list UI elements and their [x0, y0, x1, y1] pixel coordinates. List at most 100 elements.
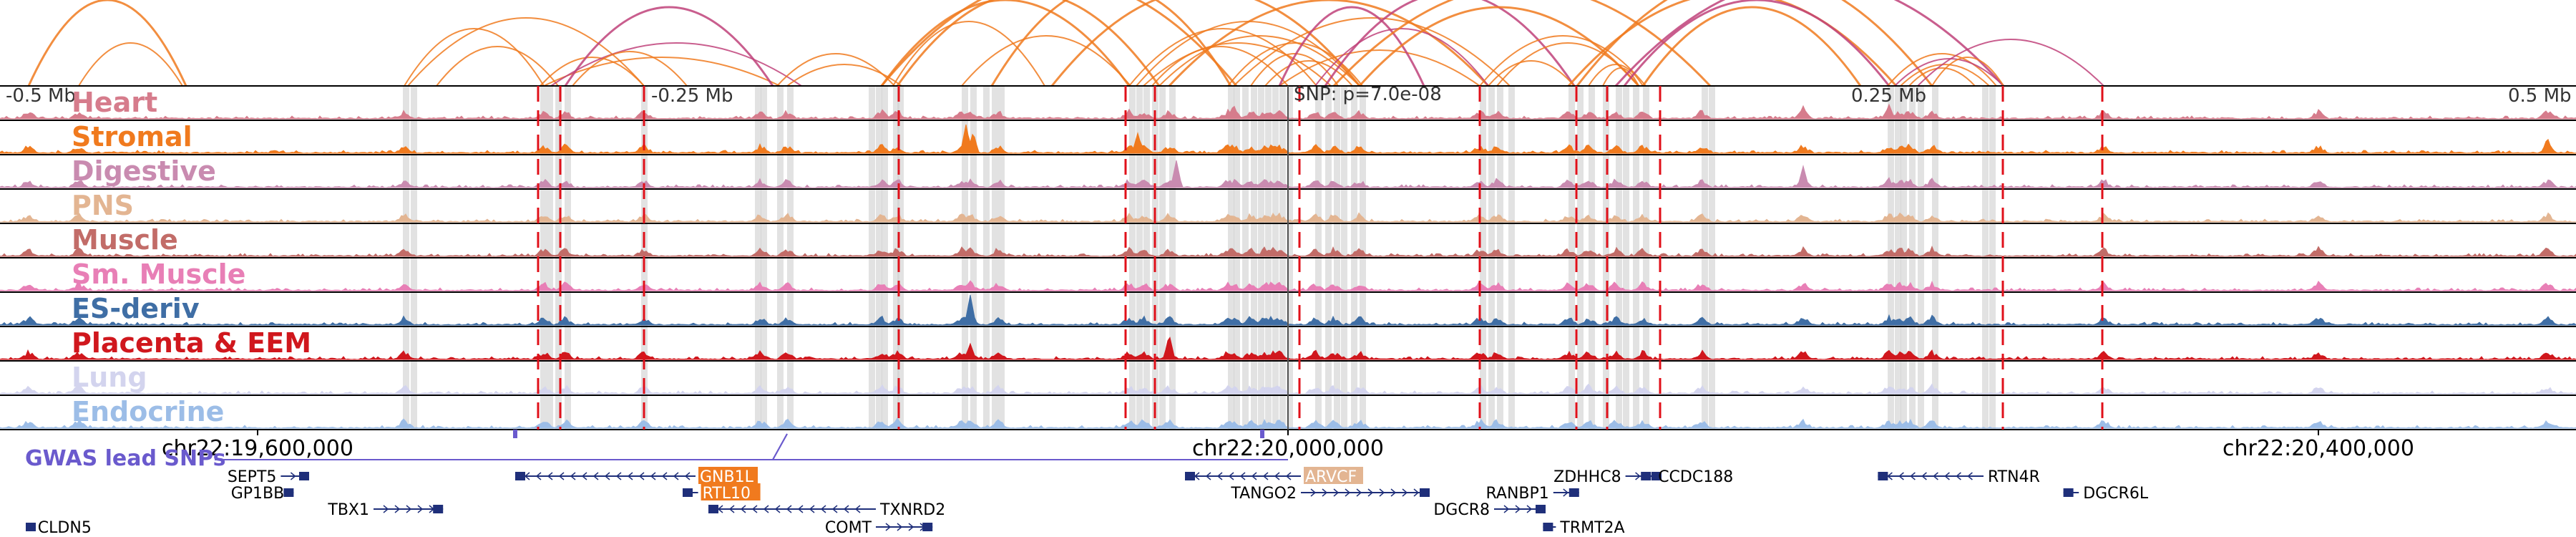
track-signal [0, 160, 2576, 188]
loop-arc [1641, 6, 1862, 87]
strand-arrow [786, 505, 792, 513]
gwas-snp-marker [1260, 430, 1264, 438]
track-label: Lung [72, 362, 147, 393]
strand-arrow [406, 505, 412, 513]
strand-arrow [1262, 472, 1269, 480]
strand-arrow [1515, 505, 1521, 513]
strand-arrow [1345, 488, 1351, 497]
strand-arrow [897, 523, 903, 531]
loop-arcs [27, 0, 2104, 87]
loop-arc [1614, 0, 2005, 87]
strand-arrow [650, 472, 656, 480]
gwas-track: GWAS lead SNPs [25, 430, 1288, 471]
loop-arc [1602, 67, 1639, 87]
strand-arrow [1526, 505, 1533, 513]
offset-label-right: 0.5 Mb [2508, 85, 2572, 107]
strand-arrow [290, 472, 296, 480]
strand-arrow [638, 472, 645, 480]
gene-highlight [1304, 467, 1363, 484]
strand-arrow [558, 472, 565, 480]
gene-label: RTL10 [703, 485, 751, 503]
gene-exon [283, 488, 294, 497]
gene-exon [1652, 472, 1662, 480]
gene: CCDC188 [1641, 468, 1733, 486]
gene-exon [1536, 505, 1546, 513]
gene: RTL10 [683, 483, 761, 503]
loop-arc [1278, 6, 1425, 87]
loop-arc [1324, 0, 1576, 87]
strand-arrow [417, 505, 424, 513]
strand-arrow [1194, 472, 1200, 480]
gene-label: TANGO2 [1230, 485, 1297, 503]
strand-arrow [740, 505, 746, 513]
gene-label: TRMT2A [1559, 519, 1624, 537]
gene: GNB1L [515, 467, 758, 486]
track-label: Muscle [72, 224, 178, 256]
strand-arrow [627, 472, 633, 480]
strand-arrow [615, 472, 622, 480]
gene: ARVCF [1185, 467, 1363, 486]
loop-arc [564, 6, 774, 87]
strand-arrow [919, 523, 926, 531]
loop-arc [1917, 39, 2104, 87]
loop-arc [540, 57, 645, 87]
loop-arc [436, 46, 559, 87]
strand-arrow [1205, 472, 1211, 480]
gene: COMT [825, 519, 933, 537]
gene-highlight [698, 467, 758, 484]
strand-arrow [728, 505, 735, 513]
loop-arc [1151, 46, 1289, 87]
gene: RTN4R [1878, 468, 2040, 486]
strand-arrow [592, 472, 599, 480]
strand-arrow [831, 505, 838, 513]
gene-exon [1543, 523, 1553, 531]
strand-arrow [1956, 472, 1961, 480]
loop-arc [880, 0, 1238, 87]
strand-arrow [1310, 488, 1317, 497]
strand-arrow [570, 472, 576, 480]
strand-arrow [1239, 472, 1246, 480]
gwas-connector [772, 433, 788, 460]
strand-arrow [1274, 472, 1280, 480]
strand-arrow [673, 472, 679, 480]
strand-arrow [429, 505, 435, 513]
loop-arc [572, 51, 688, 87]
gene: SEPT5 [228, 468, 309, 486]
gene-label: CLDN5 [38, 519, 92, 537]
gene-exon [26, 523, 36, 531]
gene-label: TBX1 [327, 501, 369, 519]
loop-arc [78, 42, 183, 87]
strand-arrow [1228, 472, 1234, 480]
offset-label-right-mid: 0.25 Mb [1851, 85, 1926, 107]
loop-arc [1233, 17, 1511, 87]
boundary-lines [537, 86, 2104, 430]
strand-arrow [383, 505, 389, 513]
strand-arrow [820, 505, 826, 513]
strand-arrow [1503, 505, 1510, 513]
gene: TBX1 [327, 501, 444, 519]
strand-arrow [1910, 472, 1916, 480]
loop-arc [1143, 42, 1332, 87]
gene: CLDN5 [26, 519, 92, 537]
loop-arc [1496, 42, 1639, 87]
gene: ZDHHC8 [1553, 468, 1662, 486]
gene-exon [1420, 488, 1430, 497]
gene-exon [683, 488, 693, 497]
loop-arc [1900, 64, 1990, 87]
gene-label: SEPT5 [228, 468, 277, 486]
loop-arc [990, 0, 1232, 87]
loop-arc [1623, 0, 1890, 87]
strand-arrow [394, 505, 401, 513]
strand-arrow [774, 505, 781, 513]
loop-arc [1488, 60, 1575, 87]
gene-exon [2063, 488, 2074, 497]
offset-label-left-mid: -0.25 Mb [651, 85, 733, 107]
gene-label: ZDHHC8 [1553, 468, 1621, 486]
strand-arrow [1322, 488, 1328, 497]
track-label: Heart [72, 87, 157, 118]
loop-arc [1908, 67, 1976, 87]
strand-arrow [1251, 472, 1257, 480]
gene-label: GNB1L [700, 468, 754, 486]
